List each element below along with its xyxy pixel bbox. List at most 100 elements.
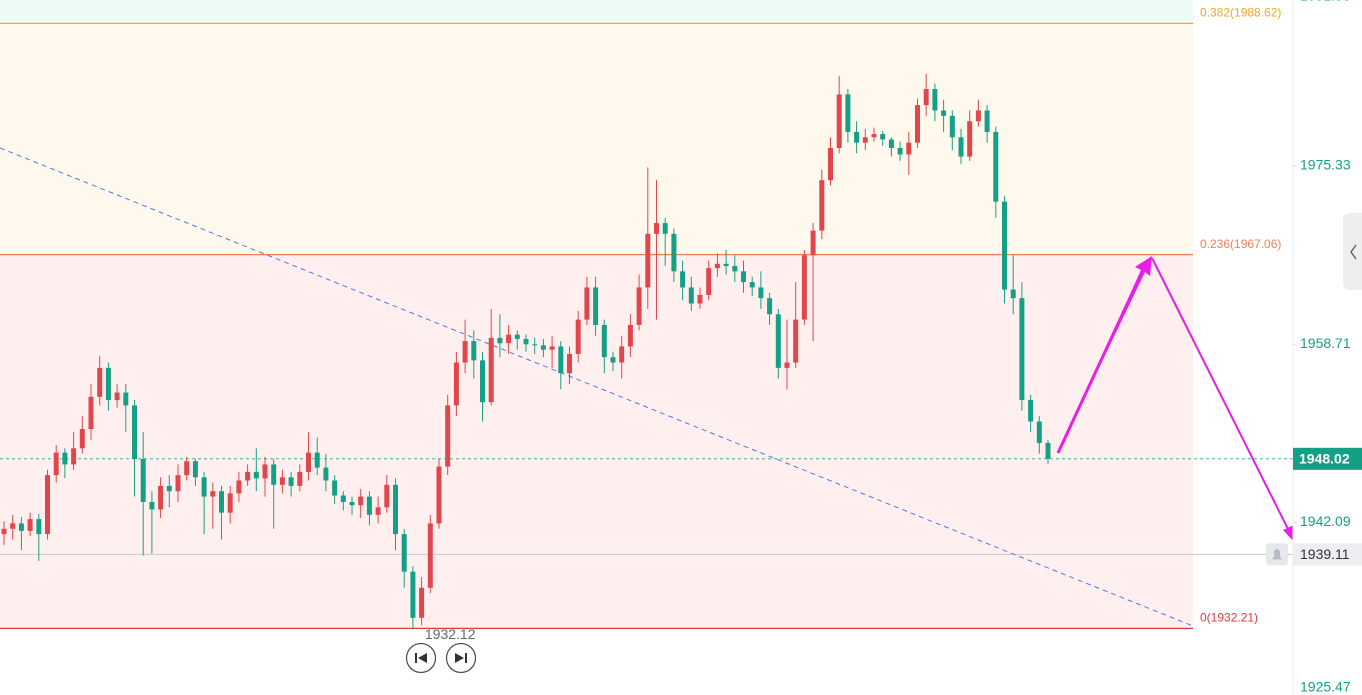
candle-body — [71, 448, 77, 465]
candle-body — [419, 587, 425, 618]
candle-body — [854, 131, 860, 143]
candle-body — [384, 484, 390, 508]
candle-body — [158, 485, 164, 510]
fib-label: 0.236(1967.06) — [1200, 237, 1281, 251]
candle-body — [549, 346, 555, 350]
fib-label: 0.382(1988.62) — [1200, 6, 1281, 20]
candle-body — [236, 480, 242, 494]
candle-body — [210, 491, 216, 497]
candle-body — [680, 271, 686, 288]
candle-body — [27, 519, 33, 531]
candle-body — [36, 519, 42, 535]
next-button[interactable] — [445, 642, 477, 674]
candle-body — [993, 131, 999, 202]
candle-body — [175, 475, 181, 492]
y-tick-label: 1991.95 — [1300, 0, 1351, 4]
candle-body — [636, 287, 642, 325]
candle-body — [810, 230, 816, 256]
candle-body — [427, 523, 433, 588]
candle-body — [775, 314, 781, 368]
candle-body — [201, 477, 207, 497]
candle-body — [53, 452, 59, 476]
candle-body — [288, 477, 294, 486]
candle-body — [575, 319, 581, 354]
candle-body — [906, 142, 912, 155]
alert-label: 1939.11 — [1300, 546, 1350, 562]
candle-body — [1019, 298, 1025, 401]
candle-body — [1028, 400, 1034, 422]
candle-body — [897, 148, 903, 155]
candle-body — [332, 480, 338, 496]
prev-button[interactable] — [405, 642, 437, 674]
candle-body — [253, 471, 259, 479]
candle-body — [714, 263, 720, 269]
candle-body — [62, 452, 68, 465]
candle-body — [79, 429, 85, 449]
candle-body — [488, 337, 494, 403]
candle-body — [1002, 201, 1007, 290]
last-price-tag — [1293, 447, 1362, 470]
bell-icon — [1272, 548, 1282, 560]
candle-body — [941, 110, 947, 116]
candle-body — [706, 268, 712, 295]
candle-body — [532, 344, 538, 346]
price-axis — [1293, 0, 1362, 695]
candle-body — [471, 341, 477, 361]
candle-body — [227, 493, 233, 513]
candle-body — [923, 89, 929, 106]
y-tick-label: 1958.71 — [1300, 335, 1351, 351]
candle-body — [314, 452, 320, 468]
candle-body — [375, 507, 381, 515]
candle-body — [514, 334, 520, 339]
bands: 0.382(1988.62) 0.236(1967.06) 0(1932.21) — [0, 0, 1293, 629]
alert-tag — [1293, 543, 1362, 566]
candle-body — [445, 405, 451, 467]
candle-body — [506, 334, 512, 344]
candle-body — [523, 338, 529, 345]
candle-body — [984, 110, 990, 132]
alert-bell — [1266, 543, 1288, 566]
candle-body — [123, 392, 129, 406]
candle-body — [393, 484, 398, 535]
candle-body — [358, 496, 364, 506]
candle-body — [1036, 421, 1042, 443]
candle-body — [645, 233, 651, 288]
candle-body — [767, 298, 773, 315]
candle-body — [915, 105, 920, 143]
candle-body — [166, 485, 172, 492]
candle-body — [132, 405, 137, 460]
candle-body — [306, 452, 311, 472]
candle-body — [97, 367, 103, 397]
candle-body — [828, 148, 833, 181]
candle-body — [688, 287, 694, 304]
last-price-label: 1948.02 — [1299, 451, 1350, 467]
side-tab[interactable] — [1343, 213, 1362, 290]
candle-body — [323, 467, 329, 481]
candle-body — [610, 357, 616, 363]
candle-body — [349, 501, 355, 506]
candle-body — [105, 367, 111, 401]
candle-body — [480, 360, 485, 403]
candle-body — [801, 255, 807, 320]
axis: 1925.47 1942.09 1958.71 1975.33 1991.95 1948.… — [1266, 0, 1362, 695]
candle-body — [410, 571, 416, 618]
candle-body — [149, 501, 155, 510]
y-tick-label: 1942.09 — [1300, 513, 1351, 529]
candle-body — [958, 137, 964, 157]
candle-body — [601, 324, 607, 358]
candle-body — [366, 496, 372, 515]
candle-body — [836, 94, 842, 149]
candle-body — [279, 477, 285, 485]
candle-body — [662, 223, 668, 234]
candle-body — [18, 523, 24, 531]
candle-body — [880, 134, 886, 140]
candle-body — [932, 89, 938, 111]
candle-body — [975, 110, 981, 122]
candle-body — [10, 523, 16, 529]
candle-body — [340, 495, 346, 502]
marks: 1932.12 — [1, 74, 1051, 642]
y-tick-label: 1975.33 — [1300, 157, 1351, 173]
candle-body — [497, 337, 503, 344]
